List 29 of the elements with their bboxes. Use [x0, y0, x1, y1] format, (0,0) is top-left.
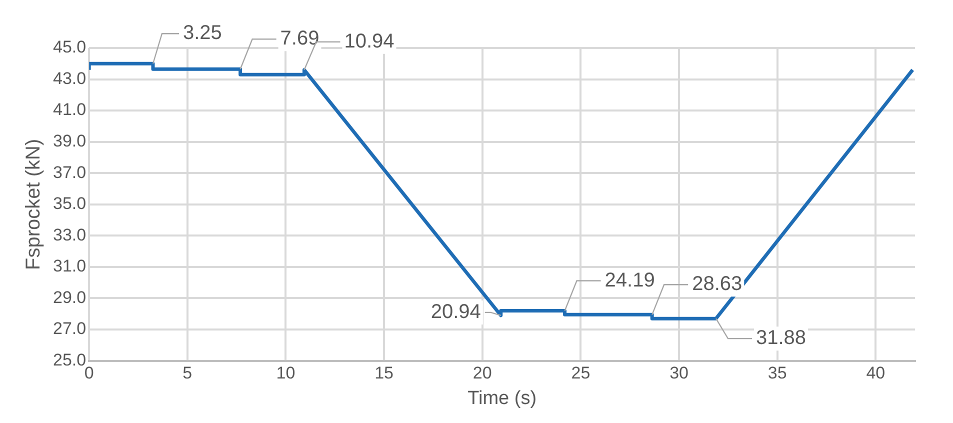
x-tick-label: 40 [866, 364, 886, 383]
x-tick-label: 30 [670, 364, 688, 383]
x-tick-label: 5 [182, 364, 192, 383]
x-tick-label: 35 [768, 364, 787, 383]
y-tick-label: 41.0 [52, 100, 86, 120]
x-tick-label: 0 [84, 364, 94, 383]
annotation: 24.19 [604, 269, 655, 292]
annotation: 7.69 [280, 28, 320, 50]
annotation: 20.94 [430, 300, 481, 323]
y-tick-label: 35.0 [52, 194, 86, 214]
y-tick-label: 29.0 [52, 288, 86, 307]
y-axis-title: Fsprocket (kN) [22, 138, 45, 270]
y-tick-label: 45.0 [52, 38, 86, 57]
y-tick-label: 25.0 [52, 350, 86, 370]
x-tick-label: 10 [276, 364, 296, 383]
y-tick-label: 27.0 [52, 319, 86, 338]
annotation: 31.88 [756, 327, 806, 350]
x-axis-title: Time (s) [468, 388, 537, 409]
y-tick-label: 43.0 [52, 68, 86, 88]
annotation: 28.63 [692, 273, 742, 296]
y-tick-label: 39.0 [52, 132, 86, 151]
annotation: 3.25 [182, 22, 222, 44]
annotation: 10.94 [344, 30, 394, 52]
y-tick-label: 37.0 [52, 162, 86, 182]
x-tick-label: 15 [374, 364, 394, 383]
x-tick-label: 25 [571, 364, 590, 383]
y-tick-label: 31.0 [52, 256, 86, 276]
y-tick-label: 33.0 [52, 225, 86, 244]
x-tick-label: 20 [472, 364, 492, 383]
